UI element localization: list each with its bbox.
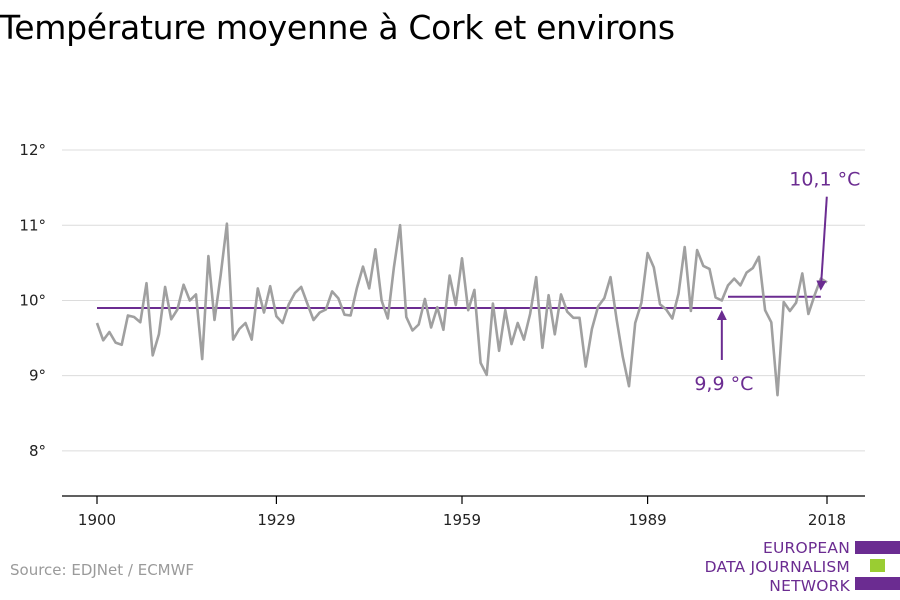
temperature-series-line (95, 222, 828, 397)
logo-line-1: EUROPEAN (762, 539, 850, 557)
annotation-average-2: 10,1 °C (789, 169, 860, 191)
logo-line-2: DATA JOURNALISM (704, 558, 850, 576)
logo-bar-purple-bottom (855, 577, 900, 590)
logo-line-3: NETWORK (769, 577, 850, 595)
y-tick-label: 9° (29, 367, 46, 385)
y-tick-label: 10° (19, 291, 46, 309)
source-note: Source: EDJNet / ECMWF (10, 561, 195, 579)
annotation-average-1: 9,9 °C (694, 373, 753, 395)
logo-text: EUROPEAN DATA JOURNALISM NETWORK (705, 539, 850, 596)
x-tick-label: 1929 (257, 511, 295, 529)
average-annotations: 9,9 °C 10,1 °C (694, 169, 860, 395)
logo-bar-green (870, 559, 885, 572)
y-axis-tick-labels: 8° 9° 10° 11° 12° (19, 141, 46, 460)
chart-title: Température moyenne à Cork et environs (0, 8, 675, 47)
edjnet-logo: EUROPEAN DATA JOURNALISM NETWORK (700, 537, 900, 597)
y-tick-label: 12° (19, 141, 46, 159)
y-tick-label: 11° (19, 216, 46, 234)
x-tick-label: 1959 (443, 511, 481, 529)
gridlines (62, 149, 865, 452)
x-tick-label: 1989 (628, 511, 666, 529)
arrow-average-2 (816, 196, 828, 291)
logo-bar-purple-top (855, 541, 900, 554)
x-axis-ticks: 1900 1929 1959 1989 2018 (78, 496, 846, 529)
x-tick-label: 1900 (78, 511, 116, 529)
y-tick-label: 8° (29, 442, 46, 460)
x-tick-label: 2018 (808, 511, 846, 529)
